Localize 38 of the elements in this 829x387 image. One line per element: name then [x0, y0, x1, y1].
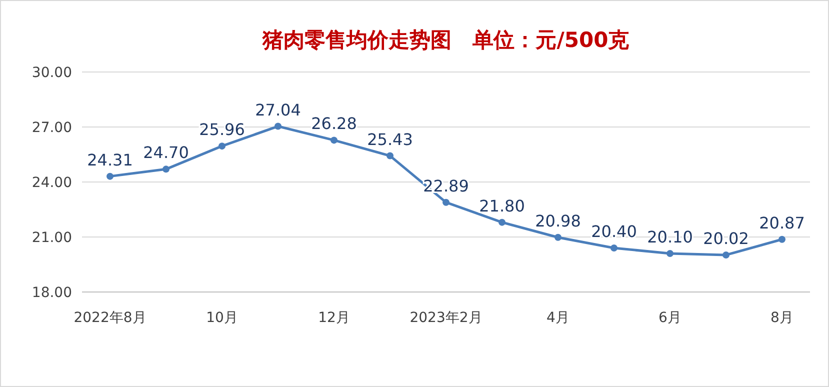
x-tick-label: 4月 [546, 310, 570, 326]
point [498, 218, 506, 226]
point [386, 152, 394, 160]
point [666, 250, 674, 257]
point [778, 236, 786, 243]
data-label: 20.98 [535, 211, 581, 230]
y-tick-label: 21.00 [32, 230, 72, 246]
x-tick-label: 2023年2月 [410, 310, 482, 326]
data-label: 20.10 [647, 228, 693, 246]
data-label: 20.02 [703, 228, 749, 248]
point [330, 136, 338, 144]
x-tick-label: 10月 [206, 310, 238, 326]
x-tick-label: 2022年8月 [74, 310, 146, 326]
point [722, 251, 730, 258]
data-label: 20.40 [591, 222, 637, 241]
point [610, 244, 618, 252]
point [162, 166, 170, 173]
data-label: 21.80 [479, 196, 525, 216]
point [274, 122, 282, 130]
data-label: 25.43 [367, 130, 413, 149]
data-label: 26.28 [311, 114, 357, 134]
y-tick-label: 27.00 [32, 120, 72, 136]
y-tick-label: 18.00 [32, 285, 72, 301]
data-label: 27.04 [255, 100, 301, 120]
point [442, 198, 450, 206]
point [218, 142, 226, 150]
data-label: 24.31 [87, 150, 133, 170]
data-label: 24.70 [143, 143, 189, 162]
chart-title: 猪肉零售均价走势图 单位：元/500克 [262, 28, 630, 52]
point [106, 172, 114, 180]
data-label: 20.87 [759, 213, 805, 232]
y-tick-label: 30.00 [32, 65, 72, 81]
x-tick-label: 6月 [658, 310, 682, 326]
y-tick-label: 24.00 [32, 175, 72, 191]
point [554, 234, 562, 241]
data-label: 25.96 [199, 120, 245, 140]
x-tick-label: 8月 [770, 310, 794, 326]
x-tick-label: 12月 [318, 310, 350, 326]
